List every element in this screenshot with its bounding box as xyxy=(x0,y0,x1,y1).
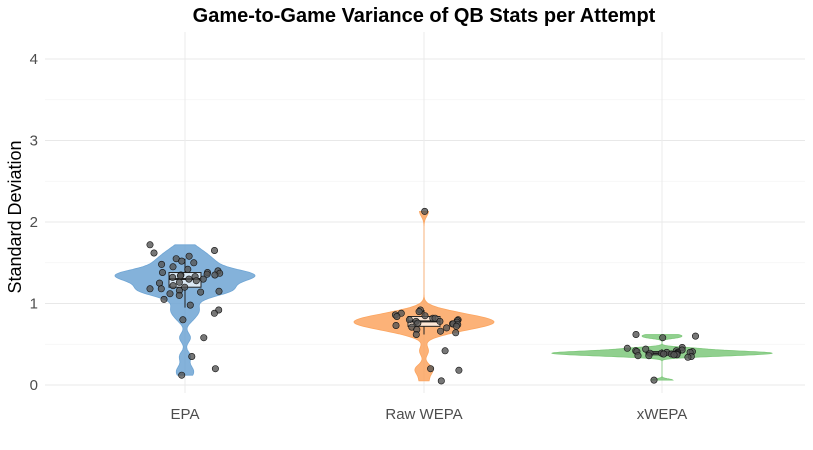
data-point xyxy=(179,316,187,324)
data-point xyxy=(393,312,401,320)
data-point xyxy=(441,347,449,355)
data-point xyxy=(427,365,435,373)
data-point xyxy=(197,288,205,296)
data-point xyxy=(211,247,219,255)
y-axis-ticks: 0 1 2 3 4 xyxy=(30,51,38,394)
violin-raw-wepa xyxy=(353,211,495,382)
x-tick-label: Raw WEPA xyxy=(385,406,462,423)
data-point xyxy=(670,351,678,359)
data-point xyxy=(176,272,184,280)
data-point xyxy=(452,322,460,330)
data-point xyxy=(175,291,183,299)
data-point xyxy=(158,260,166,268)
data-point xyxy=(190,259,198,267)
data-point xyxy=(684,353,692,361)
data-point xyxy=(650,376,658,384)
data-point xyxy=(634,352,642,360)
y-tick-label: 1 xyxy=(30,296,38,313)
data-point xyxy=(160,295,168,303)
data-point xyxy=(455,366,463,374)
chart-title: Game-to-Game Variance of QB Stats per At… xyxy=(193,5,656,27)
data-point xyxy=(443,324,451,332)
data-point xyxy=(211,271,219,279)
data-point xyxy=(169,273,177,281)
data-point xyxy=(169,263,177,271)
data-point xyxy=(405,316,413,324)
y-axis-label: Standard Deviation xyxy=(5,140,25,293)
data-point xyxy=(691,332,699,340)
data-point xyxy=(185,275,193,283)
data-point xyxy=(660,350,668,358)
x-tick-label: EPA xyxy=(171,406,200,423)
data-point xyxy=(186,301,194,309)
data-point xyxy=(181,283,189,291)
data-point xyxy=(157,285,165,293)
data-point xyxy=(178,371,186,379)
data-point xyxy=(150,249,158,257)
data-point xyxy=(192,277,200,285)
data-point xyxy=(203,270,211,278)
data-point xyxy=(415,308,423,316)
data-point xyxy=(421,207,429,215)
data-point xyxy=(199,275,207,283)
data-point xyxy=(178,257,186,265)
x-axis-ticks: EPA Raw WEPA xWEPA xyxy=(171,406,688,423)
data-point xyxy=(412,330,420,338)
data-point xyxy=(215,287,223,295)
violin-epa xyxy=(114,244,256,376)
data-point xyxy=(632,330,640,338)
data-point xyxy=(211,365,219,373)
data-point xyxy=(166,290,174,298)
violin-xwepa xyxy=(551,334,773,381)
data-point xyxy=(159,268,167,276)
data-point xyxy=(421,312,429,320)
data-point xyxy=(642,345,650,353)
data-point xyxy=(436,327,444,335)
data-point xyxy=(146,241,154,249)
x-tick-label: xWEPA xyxy=(637,406,688,423)
data-point xyxy=(146,285,154,293)
data-point xyxy=(623,344,631,352)
data-point xyxy=(185,252,193,260)
data-point xyxy=(200,334,208,342)
data-points xyxy=(146,207,699,385)
data-point xyxy=(437,377,445,385)
data-point xyxy=(659,334,667,342)
data-point xyxy=(431,314,439,322)
data-point xyxy=(210,309,218,317)
y-tick-label: 4 xyxy=(30,51,38,68)
violins xyxy=(114,211,773,382)
y-tick-label: 0 xyxy=(30,377,38,394)
data-point xyxy=(175,278,183,286)
data-point xyxy=(184,265,192,273)
y-tick-label: 2 xyxy=(30,214,38,231)
y-tick-label: 3 xyxy=(30,133,38,150)
data-point xyxy=(645,352,653,360)
data-point xyxy=(169,282,177,290)
data-point xyxy=(452,329,460,337)
data-point xyxy=(436,317,444,325)
data-point xyxy=(188,352,196,360)
data-point xyxy=(414,319,422,327)
data-point xyxy=(392,321,400,329)
